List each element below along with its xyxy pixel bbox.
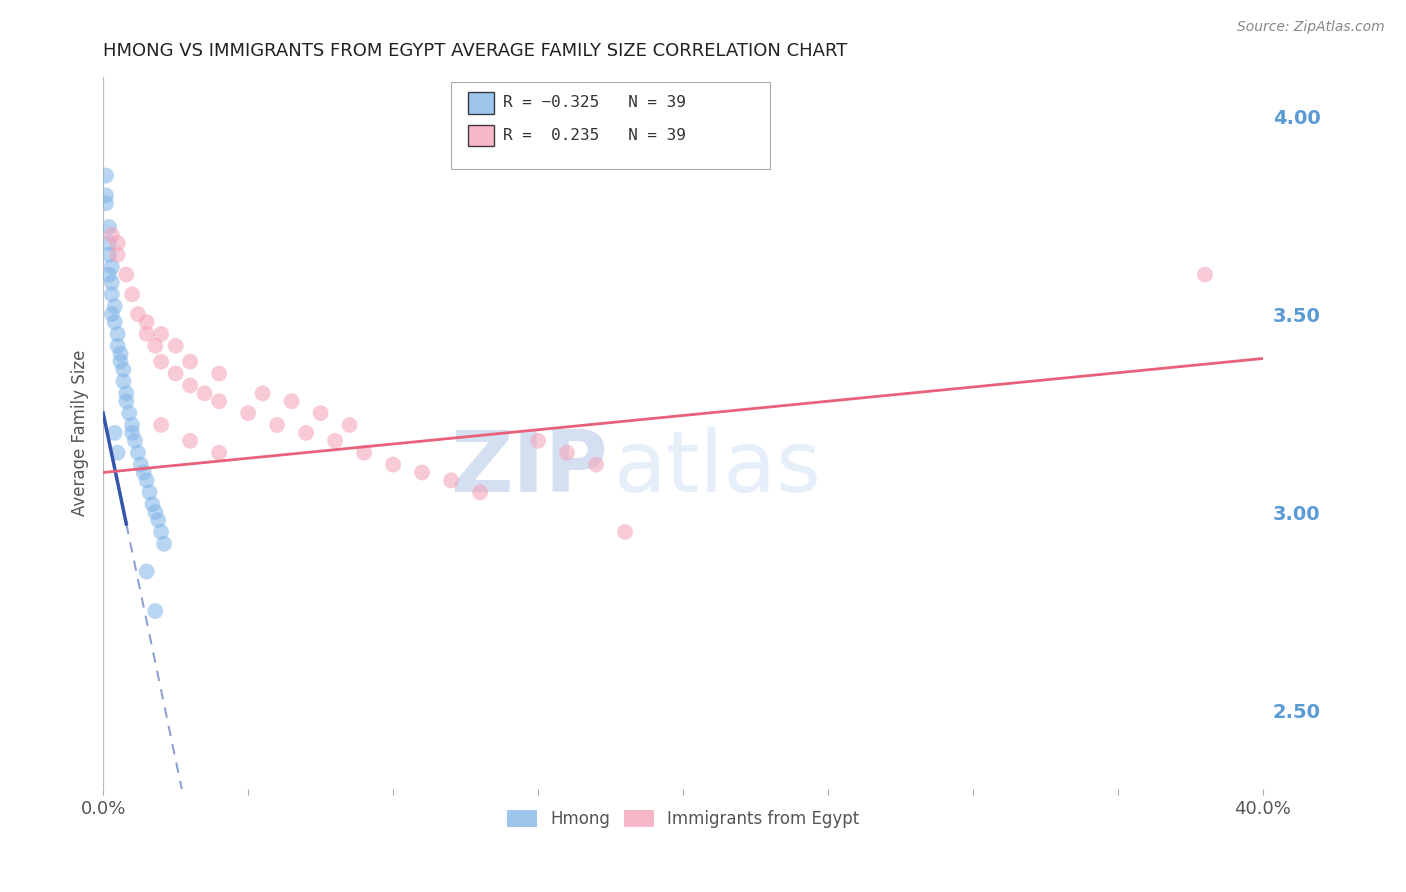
Point [614, 524, 637, 539]
Point [1194, 268, 1216, 282]
Point [280, 394, 302, 409]
Point [135, 326, 157, 341]
Point [107, 326, 129, 341]
Point [339, 417, 361, 432]
Point [527, 434, 550, 448]
Point [194, 386, 217, 401]
FancyBboxPatch shape [468, 92, 494, 113]
Point [323, 434, 346, 448]
Point [104, 425, 127, 440]
Point [110, 354, 132, 368]
FancyBboxPatch shape [468, 125, 494, 146]
Point [179, 434, 201, 448]
Point [150, 326, 173, 341]
Point [101, 276, 124, 290]
Point [97, 235, 120, 250]
Point [127, 446, 149, 460]
Point [153, 537, 176, 551]
Point [143, 339, 166, 353]
Point [112, 362, 135, 376]
Point [94, 196, 117, 211]
Text: R = −0.325   N = 39: R = −0.325 N = 39 [503, 95, 686, 111]
Point [101, 227, 124, 242]
Point [138, 485, 160, 500]
Point [150, 354, 173, 368]
Text: HMONG VS IMMIGRANTS FROM EGYPT AVERAGE FAMILY SIZE CORRELATION CHART: HMONG VS IMMIGRANTS FROM EGYPT AVERAGE F… [103, 42, 848, 60]
Point [110, 347, 132, 361]
Point [150, 524, 173, 539]
Point [104, 315, 127, 329]
FancyBboxPatch shape [451, 82, 770, 169]
Point [115, 268, 138, 282]
Point [127, 307, 149, 321]
Point [97, 268, 120, 282]
Point [101, 287, 124, 301]
Point [97, 220, 120, 235]
Point [353, 446, 375, 460]
Point [135, 565, 157, 579]
Point [143, 604, 166, 618]
Point [118, 406, 141, 420]
Legend: Hmong, Immigrants from Egypt: Hmong, Immigrants from Egypt [501, 803, 866, 834]
Text: Source: ZipAtlas.com: Source: ZipAtlas.com [1237, 20, 1385, 34]
Point [148, 513, 170, 527]
Point [135, 474, 157, 488]
Point [107, 339, 129, 353]
Text: R =  0.235   N = 39: R = 0.235 N = 39 [503, 128, 686, 144]
Point [555, 446, 578, 460]
Point [121, 425, 143, 440]
Point [135, 315, 157, 329]
Point [112, 375, 135, 389]
Point [121, 287, 143, 301]
Point [129, 458, 152, 472]
Point [165, 339, 187, 353]
Point [309, 406, 332, 420]
Point [141, 497, 163, 511]
Point [97, 248, 120, 262]
Point [115, 386, 138, 401]
Point [236, 406, 259, 420]
Point [295, 425, 318, 440]
Point [121, 417, 143, 432]
Point [101, 307, 124, 321]
Point [107, 235, 129, 250]
Point [143, 505, 166, 519]
Point [124, 434, 146, 448]
Point [101, 260, 124, 274]
Point [94, 188, 117, 202]
Point [411, 466, 433, 480]
Point [266, 417, 288, 432]
Point [132, 466, 155, 480]
Point [252, 386, 274, 401]
Point [165, 367, 187, 381]
Point [585, 458, 607, 472]
Point [208, 446, 231, 460]
Point [107, 248, 129, 262]
Text: ZIP: ZIP [450, 427, 607, 510]
Point [107, 446, 129, 460]
Y-axis label: Average Family Size: Average Family Size [72, 350, 89, 516]
Point [179, 354, 201, 368]
Text: atlas: atlas [613, 427, 821, 510]
Point [104, 299, 127, 313]
Point [468, 485, 491, 500]
Point [94, 169, 117, 183]
Point [115, 394, 138, 409]
Point [382, 458, 405, 472]
Point [440, 474, 463, 488]
Point [150, 417, 173, 432]
Point [179, 378, 201, 392]
Point [208, 394, 231, 409]
Point [208, 367, 231, 381]
